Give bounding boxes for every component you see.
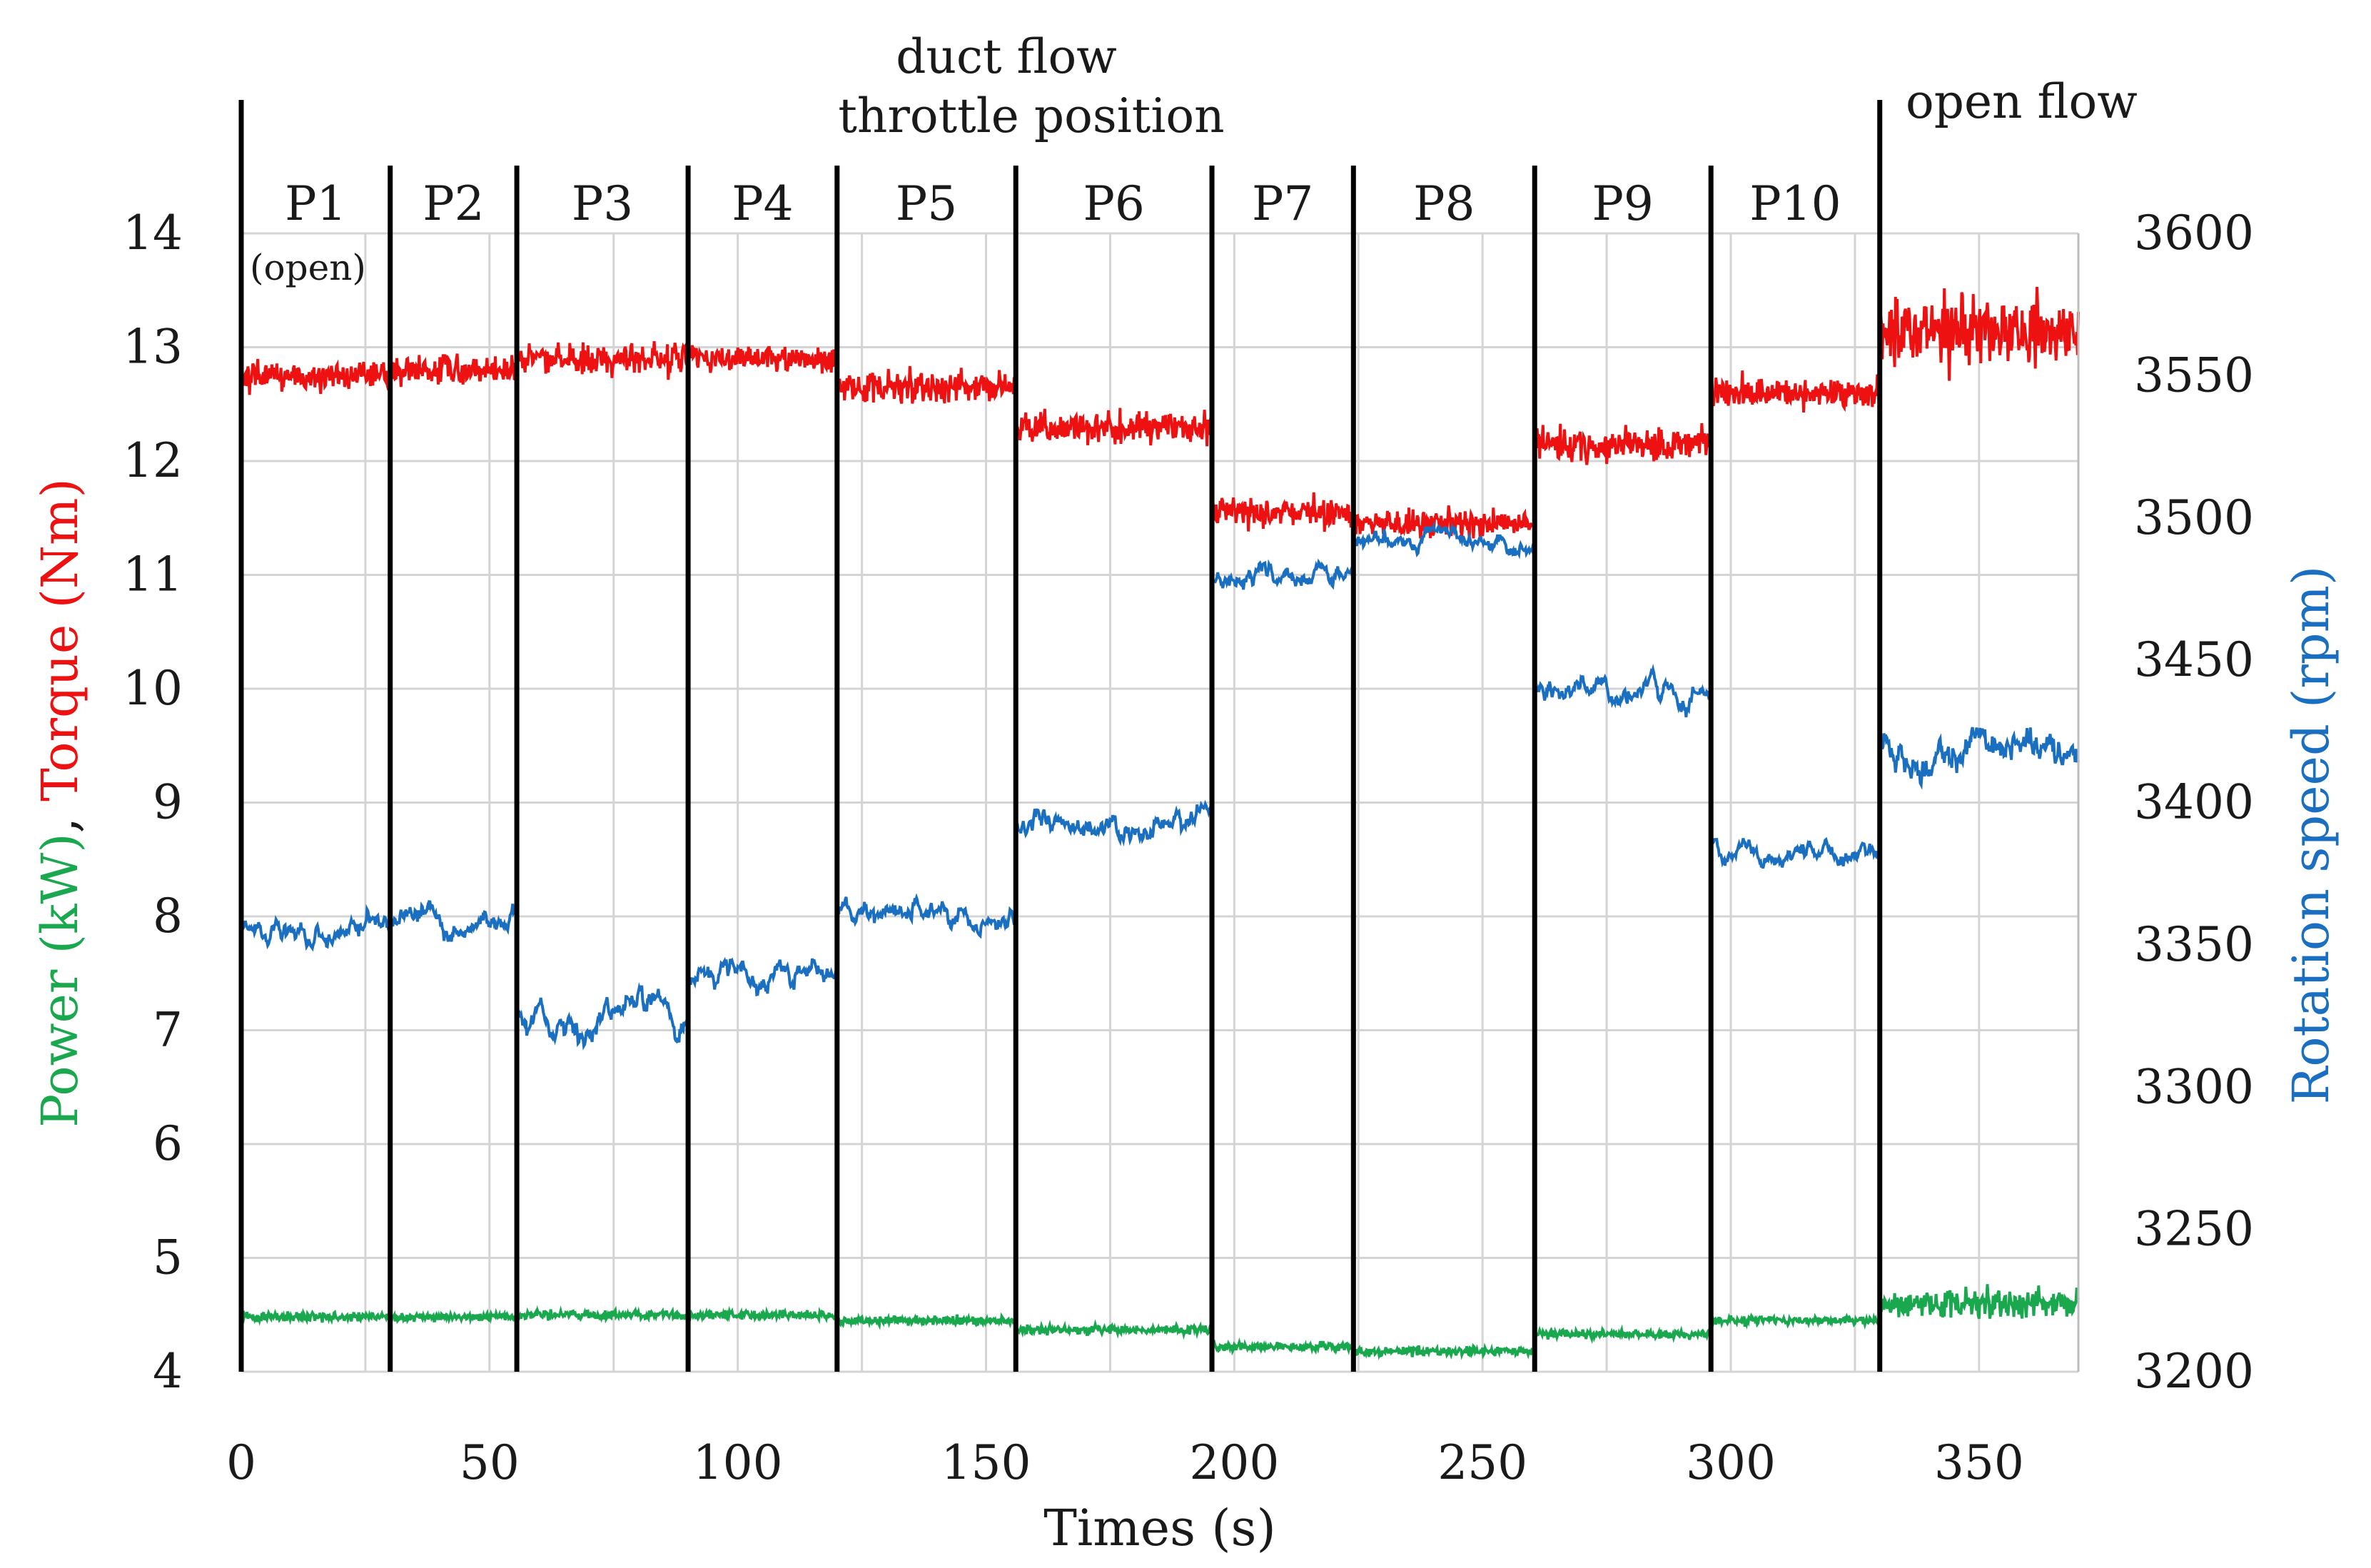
series-line-torque (240, 286, 2080, 539)
y-right-tick-label: 3600 (2134, 206, 2254, 261)
x-tick-label: 150 (941, 1435, 1031, 1490)
series-line-power (240, 1284, 2080, 1361)
y-left-tick-label: 9 (153, 775, 183, 830)
phase-label: P6 (1083, 176, 1144, 231)
x-tick-label: 300 (1686, 1435, 1776, 1490)
y-right-tick-label: 3200 (2134, 1344, 2254, 1399)
phase-label: P3 (572, 176, 633, 231)
y-left-axis-title: Power (kW), Torque (Nm) (31, 478, 89, 1128)
y-left-tick-label: 7 (153, 1003, 183, 1058)
x-tick-label: 250 (1437, 1435, 1527, 1490)
phase-label: P8 (1413, 176, 1475, 231)
phase-label: P2 (423, 176, 484, 231)
y-right-tick-label: 3400 (2134, 775, 2254, 830)
y-right-tick-label: 3500 (2134, 490, 2254, 545)
y-left-tick-label: 13 (123, 320, 183, 375)
phase-note: (open) (250, 247, 366, 288)
y-right-tick-label: 3350 (2134, 917, 2254, 972)
phase-label: P5 (896, 176, 957, 231)
phase-label: P9 (1592, 176, 1654, 231)
y-right-tick-label: 3300 (2134, 1059, 2254, 1114)
header-line-1: duct flow (896, 29, 1116, 84)
y-left-axis-title-part: Power (kW) (31, 833, 89, 1127)
x-tick-label: 50 (460, 1435, 520, 1490)
y-right-tick-label: 3450 (2134, 632, 2254, 687)
phase-label: P4 (732, 176, 793, 231)
x-tick-label: 200 (1189, 1435, 1279, 1490)
y-left-tick-label: 4 (153, 1344, 183, 1399)
header-line-2: throttle position (838, 88, 1224, 143)
series-layer (240, 286, 2080, 1361)
phase-label: P7 (1252, 176, 1313, 231)
series-line-rotation-speed (240, 521, 2080, 1051)
labels: P1 (open) P2 P3 P4 P5 P6 P7 P8 P9 P10 duct flowthro… (31, 29, 2340, 1557)
y-left-axis-title-part: , (31, 801, 89, 834)
phase-label: P1 (285, 176, 346, 231)
y-left-tick-label: 8 (153, 889, 183, 944)
y-left-axis-title-part: Torque (Nm) (31, 478, 89, 801)
x-axis-title: Times (s) (1043, 1499, 1276, 1557)
y-left-tick-label: 12 (123, 433, 183, 488)
x-tick-label: 100 (693, 1435, 783, 1490)
y-left-tick-label: 14 (123, 206, 183, 261)
x-tick-label: 350 (1934, 1435, 2024, 1490)
open-flow-label: open flow (1906, 74, 2138, 129)
x-tick-label: 0 (226, 1435, 256, 1490)
y-left-tick-label: 11 (123, 547, 183, 602)
y-right-tick-label: 3550 (2134, 348, 2254, 403)
phase-label: P10 (1749, 176, 1841, 231)
y-left-tick-label: 6 (153, 1116, 183, 1171)
y-left-tick-label: 10 (123, 661, 183, 716)
y-left-tick-label: 5 (153, 1230, 183, 1285)
phase-dividers (238, 100, 1883, 1372)
y-right-axis-title: Rotation speed (rpm) (2282, 566, 2340, 1105)
y-right-tick-label: 3250 (2134, 1202, 2254, 1257)
